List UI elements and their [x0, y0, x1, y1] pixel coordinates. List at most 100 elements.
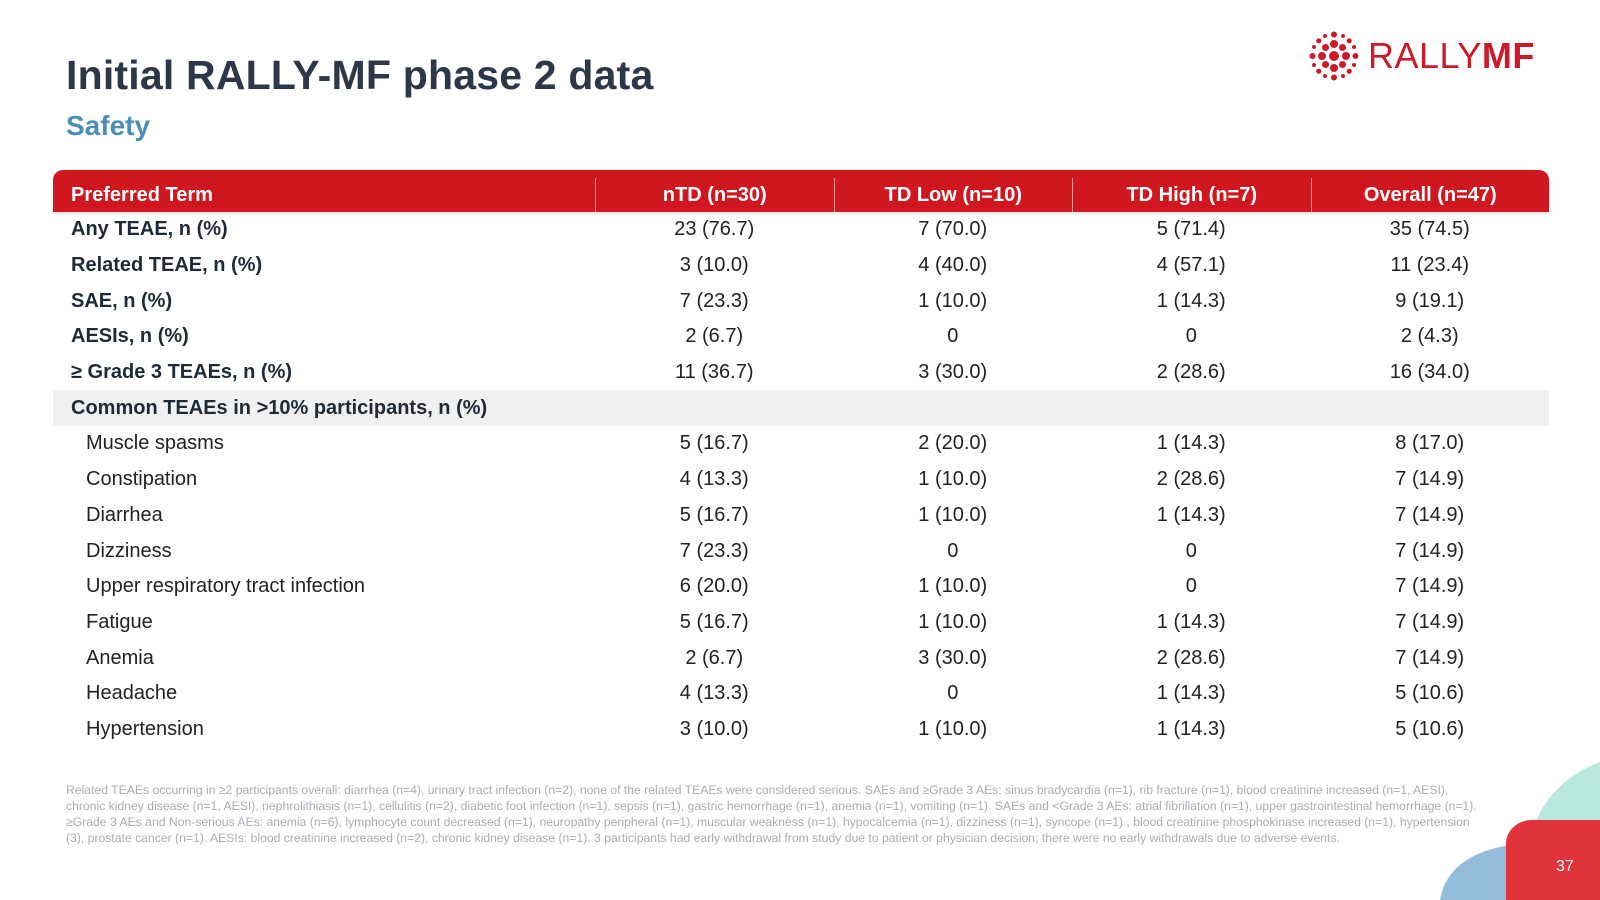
cell-td-high: 1 (14.3) — [1156, 289, 1226, 312]
row-label: Fatigue — [86, 610, 153, 633]
table-row: Constipation 4 (13.3) 1 (10.0) 2 (28.6) … — [53, 462, 1549, 498]
table-row: Diarrhea 5 (16.7) 1 (10.0) 1 (14.3) 7 (1… — [53, 498, 1549, 534]
cell-td-low: 0 — [947, 539, 959, 562]
cell-overall: 7 (14.9) — [1395, 646, 1465, 669]
row-label: SAE, n (%) — [71, 289, 173, 312]
cell-td-low: 1 (10.0) — [918, 503, 988, 526]
cell-td-low: 1 (10.0) — [918, 575, 988, 598]
cell-ntd: 2 (6.7) — [685, 325, 744, 348]
table-row: AESIs, n (%) 2 (6.7) 0 0 2 (4.3) — [53, 319, 1549, 355]
cell-td-high: 1 (14.3) — [1156, 682, 1226, 705]
cell-td-low: 2 (20.0) — [918, 432, 988, 455]
column-header-preferred-term: Preferred Term — [71, 183, 213, 206]
column-header-overall: Overall (n=47) — [1310, 178, 1550, 212]
cell-overall: 5 (10.6) — [1395, 682, 1465, 705]
cell-td-low: 3 (30.0) — [918, 646, 988, 669]
section-label: Common TEAEs in >10% participants, n (%) — [71, 396, 488, 419]
row-label: Muscle spasms — [86, 432, 224, 455]
cell-overall: 7 (14.9) — [1395, 539, 1465, 562]
table-row: Upper respiratory tract infection 6 (20.… — [53, 569, 1549, 605]
section-row-common-teaes: Common TEAEs in >10% participants, n (%) — [53, 390, 1549, 427]
cell-td-high: 0 — [1185, 575, 1197, 598]
cell-overall: 7 (14.9) — [1395, 468, 1465, 491]
flower-logo-icon — [1309, 31, 1359, 81]
corner-decoration — [1440, 762, 1600, 900]
cell-overall: 8 (17.0) — [1395, 432, 1465, 455]
cell-td-low: 0 — [947, 325, 959, 348]
row-label: Constipation — [86, 468, 198, 491]
cell-ntd: 3 (10.0) — [679, 717, 749, 740]
cell-overall: 35 (74.5) — [1389, 218, 1470, 241]
cell-ntd: 5 (16.7) — [679, 503, 749, 526]
cell-td-high: 1 (14.3) — [1156, 503, 1226, 526]
cell-overall: 7 (14.9) — [1395, 575, 1465, 598]
row-label: AESIs, n (%) — [71, 325, 189, 348]
row-label: Any TEAE, n (%) — [71, 218, 228, 241]
logo-wordmark: RALLYMF — [1368, 35, 1535, 77]
row-label: Related TEAE, n (%) — [71, 254, 263, 277]
cell-td-high: 5 (71.4) — [1156, 218, 1226, 241]
cell-ntd: 7 (23.3) — [679, 539, 749, 562]
column-header-td-low: TD Low (n=10) — [833, 178, 1073, 212]
table-row: Anemia 2 (6.7) 3 (30.0) 2 (28.6) 7 (14.9… — [53, 640, 1549, 676]
cell-td-high: 2 (28.6) — [1156, 361, 1226, 384]
cell-ntd: 23 (76.7) — [674, 218, 755, 241]
footnote: Related TEAEs occurring in ≥2 participan… — [66, 783, 1477, 845]
cell-ntd: 5 (16.7) — [679, 610, 749, 633]
row-label: Anemia — [86, 646, 154, 669]
cell-ntd: 5 (16.7) — [679, 432, 749, 455]
column-header-ntd: nTD (n=30) — [595, 178, 834, 212]
logo-text-rally: RALLY — [1368, 35, 1482, 76]
table-header: Preferred Term nTD (n=30) TD Low (n=10) … — [53, 170, 1549, 212]
cell-overall: 5 (10.6) — [1395, 717, 1465, 740]
cell-td-low: 1 (10.0) — [918, 468, 988, 491]
logo-text-mf: MF — [1481, 35, 1535, 76]
cell-ntd: 3 (10.0) — [679, 254, 749, 277]
rally-mf-logo: RALLYMF — [1308, 30, 1535, 82]
cell-overall: 2 (4.3) — [1400, 325, 1459, 348]
table-row: Hypertension 3 (10.0) 1 (10.0) 1 (14.3) … — [53, 712, 1549, 748]
cell-td-high: 2 (28.6) — [1156, 646, 1226, 669]
cell-ntd: 11 (36.7) — [674, 361, 754, 384]
table-row: ≥ Grade 3 TEAEs, n (%) 11 (36.7) 3 (30.0… — [53, 355, 1549, 391]
cell-td-low: 7 (70.0) — [918, 218, 988, 241]
cell-td-low: 1 (10.0) — [918, 289, 988, 312]
cell-td-high: 1 (14.3) — [1156, 610, 1226, 633]
table-row: Any TEAE, n (%) 23 (76.7) 7 (70.0) 5 (71… — [53, 212, 1549, 248]
cell-td-high: 0 — [1185, 325, 1197, 348]
row-label: Diarrhea — [86, 503, 163, 526]
cell-td-low: 1 (10.0) — [918, 717, 988, 740]
cell-td-high: 1 (14.3) — [1156, 717, 1226, 740]
cell-td-low: 4 (40.0) — [918, 254, 988, 277]
cell-ntd: 4 (13.3) — [679, 468, 749, 491]
table-row: Related TEAE, n (%) 3 (10.0) 4 (40.0) 4 … — [53, 248, 1549, 284]
cell-overall: 9 (19.1) — [1395, 289, 1465, 312]
row-label: ≥ Grade 3 TEAEs, n (%) — [71, 361, 293, 384]
cell-ntd: 4 (13.3) — [679, 682, 749, 705]
page-subtitle: Safety — [66, 110, 151, 141]
row-label: Dizziness — [86, 539, 172, 562]
cell-ntd: 2 (6.7) — [685, 646, 744, 669]
page-title: Initial RALLY-MF phase 2 data — [66, 52, 654, 98]
table-row: Muscle spasms 5 (16.7) 2 (20.0) 1 (14.3)… — [53, 426, 1549, 462]
table-row: Headache 4 (13.3) 0 1 (14.3) 5 (10.6) — [53, 676, 1549, 712]
cell-td-high: 2 (28.6) — [1156, 468, 1226, 491]
cell-td-low: 0 — [947, 682, 959, 705]
cell-td-low: 1 (10.0) — [918, 610, 988, 633]
cell-overall: 16 (34.0) — [1389, 361, 1470, 384]
row-label: Upper respiratory tract infection — [86, 575, 366, 598]
row-label: Headache — [86, 682, 178, 705]
cell-td-high: 0 — [1185, 539, 1197, 562]
deco-red-shape — [1506, 820, 1600, 900]
row-label: Hypertension — [86, 717, 204, 740]
cell-overall: 11 (23.4) — [1390, 254, 1470, 277]
cell-td-low: 3 (30.0) — [918, 361, 988, 384]
table-row: SAE, n (%) 7 (23.3) 1 (10.0) 1 (14.3) 9 … — [53, 283, 1549, 319]
column-header-td-high: TD High (n=7) — [1072, 178, 1311, 212]
table-row: Fatigue 5 (16.7) 1 (10.0) 1 (14.3) 7 (14… — [53, 605, 1549, 641]
table-row: Dizziness 7 (23.3) 0 0 7 (14.9) — [53, 533, 1549, 569]
cell-td-high: 1 (14.3) — [1156, 432, 1226, 455]
cell-ntd: 6 (20.0) — [679, 575, 749, 598]
page-number: 37 — [1556, 858, 1574, 875]
cell-overall: 7 (14.9) — [1395, 503, 1465, 526]
